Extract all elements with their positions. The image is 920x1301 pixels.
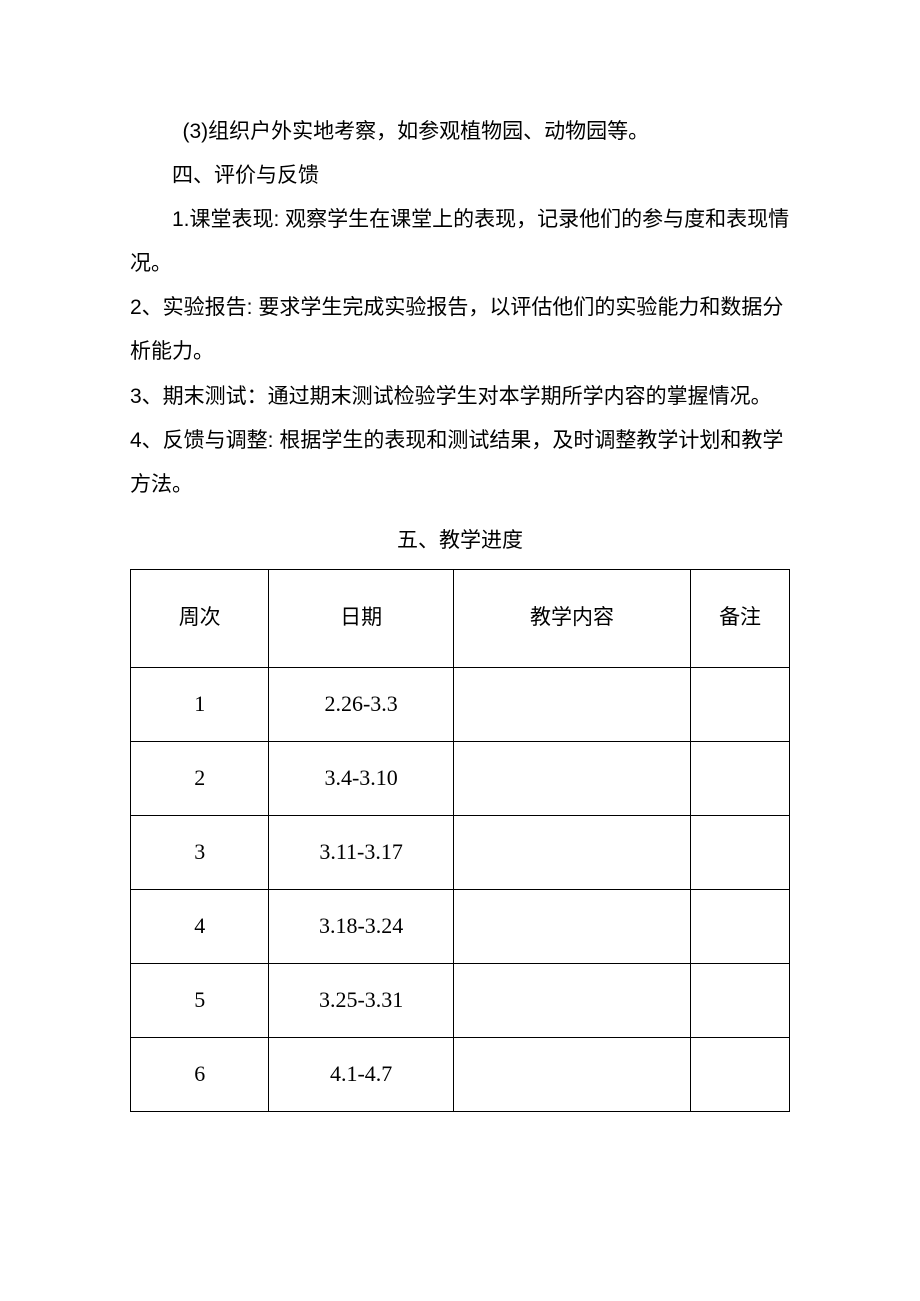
paragraph-eval-4: 4、反馈与调整: 根据学生的表现和测试结果，及时调整教学计划和教学方法。 bbox=[130, 419, 790, 507]
table-row: 2 3.4-3.10 bbox=[131, 741, 790, 815]
cell-note bbox=[691, 741, 790, 815]
cell-week: 2 bbox=[131, 741, 269, 815]
cell-content bbox=[453, 963, 690, 1037]
cell-content bbox=[453, 741, 690, 815]
document-body: (3)组织户外实地考察，如参观植物园、动物园等。 四、评价与反馈 1.课堂表现:… bbox=[130, 110, 790, 1112]
cell-date: 2.26-3.3 bbox=[269, 667, 454, 741]
col-header-content: 教学内容 bbox=[453, 569, 690, 667]
paragraph-eval-1: 1.课堂表现: 观察学生在课堂上的表现，记录他们的参与度和表现情况。 bbox=[130, 198, 790, 286]
cell-date: 4.1-4.7 bbox=[269, 1037, 454, 1111]
paragraph-item-3: (3)组织户外实地考察，如参观植物园、动物园等。 bbox=[130, 110, 790, 154]
cell-note bbox=[691, 815, 790, 889]
table-row: 3 3.11-3.17 bbox=[131, 815, 790, 889]
cell-note bbox=[691, 1037, 790, 1111]
table-row: 1 2.26-3.3 bbox=[131, 667, 790, 741]
cell-date: 3.25-3.31 bbox=[269, 963, 454, 1037]
col-header-week: 周次 bbox=[131, 569, 269, 667]
paragraph-eval-3: 3、期末测试：通过期末测试检验学生对本学期所学内容的掌握情况。 bbox=[130, 375, 790, 419]
cell-week: 1 bbox=[131, 667, 269, 741]
cell-date: 3.4-3.10 bbox=[269, 741, 454, 815]
table-header-row: 周次 日期 教学内容 备注 bbox=[131, 569, 790, 667]
cell-week: 3 bbox=[131, 815, 269, 889]
col-header-note: 备注 bbox=[691, 569, 790, 667]
cell-week: 4 bbox=[131, 889, 269, 963]
cell-content bbox=[453, 815, 690, 889]
table-title: 五、教学进度 bbox=[130, 519, 790, 563]
table-row: 6 4.1-4.7 bbox=[131, 1037, 790, 1111]
cell-note bbox=[691, 889, 790, 963]
cell-content bbox=[453, 889, 690, 963]
cell-date: 3.11-3.17 bbox=[269, 815, 454, 889]
cell-content bbox=[453, 667, 690, 741]
paragraph-eval-2: 2、实验报告: 要求学生完成实验报告，以评估他们的实验能力和数据分析能力。 bbox=[130, 286, 790, 374]
section-heading-4: 四、评价与反馈 bbox=[130, 154, 790, 198]
cell-date: 3.18-3.24 bbox=[269, 889, 454, 963]
table-row: 4 3.18-3.24 bbox=[131, 889, 790, 963]
cell-note bbox=[691, 963, 790, 1037]
cell-content bbox=[453, 1037, 690, 1111]
cell-week: 5 bbox=[131, 963, 269, 1037]
schedule-table: 周次 日期 教学内容 备注 1 2.26-3.3 2 3.4-3.10 3 3. bbox=[130, 569, 790, 1112]
cell-note bbox=[691, 667, 790, 741]
cell-week: 6 bbox=[131, 1037, 269, 1111]
table-row: 5 3.25-3.31 bbox=[131, 963, 790, 1037]
col-header-date: 日期 bbox=[269, 569, 454, 667]
